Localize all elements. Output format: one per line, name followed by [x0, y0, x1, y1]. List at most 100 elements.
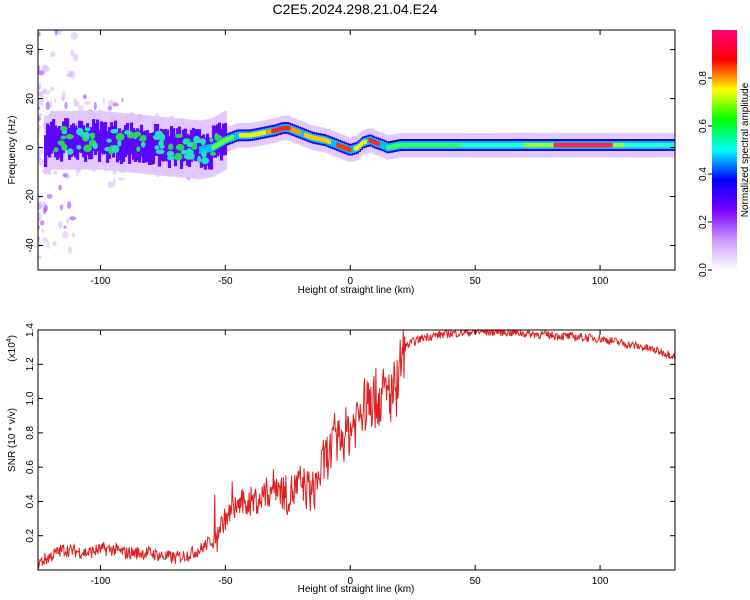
- heatmap-peak: [313, 136, 317, 141]
- heatmap-blob: [106, 138, 112, 143]
- heatmap-peak: [213, 144, 217, 149]
- heatmap-peak: [359, 141, 363, 147]
- heatmap-peak: [305, 133, 309, 138]
- heatmap-peak: [231, 135, 235, 140]
- heatmap-peak: [557, 142, 561, 148]
- heatmap-peak: [615, 142, 619, 148]
- heatmap-peak: [376, 141, 380, 146]
- heatmap-blob: [65, 134, 74, 140]
- heatmap-peak: [370, 138, 374, 144]
- heatmap-blob: [174, 133, 183, 138]
- heatmap-peak: [244, 133, 249, 138]
- heatmap-peak: [372, 139, 376, 145]
- heatmap-core: [366, 136, 370, 145]
- heatmap-blob: [158, 140, 164, 147]
- heatmap-peak: [667, 142, 671, 148]
- heatmap-band: [183, 128, 188, 161]
- heatmap-blob: [66, 148, 74, 155]
- heatmap-peak: [307, 134, 311, 139]
- heatmap-peak: [479, 142, 483, 148]
- heatmap-band: [135, 128, 140, 161]
- heatmap-band: [109, 122, 114, 155]
- heatmap-blob: [136, 146, 141, 152]
- heatmap-peak: [225, 137, 229, 142]
- heatmap-noise-blob: [61, 203, 65, 209]
- heatmap-band: [165, 129, 170, 162]
- heatmap-peak: [279, 126, 283, 131]
- heatmap-peak: [495, 142, 499, 148]
- heatmap-peak: [657, 142, 661, 148]
- heatmap-peak: [503, 142, 507, 148]
- heatmap-peak: [595, 142, 599, 148]
- heatmap-noise-blob: [38, 106, 41, 110]
- heatmap-blob: [197, 155, 202, 164]
- heatmap-core: [236, 131, 241, 140]
- heatmap-noise-blob: [117, 177, 125, 181]
- heatmap-peak: [303, 132, 307, 138]
- heatmap-noise-blob: [102, 97, 105, 105]
- heatmap-noise-blob: [38, 201, 42, 210]
- heatmap-peak: [422, 142, 426, 148]
- heatmap-noise-blob: [107, 100, 115, 106]
- heatmap-peak: [669, 142, 673, 148]
- colorbar-tick-label: 0.8: [698, 71, 709, 85]
- heatmap-peak: [663, 142, 667, 148]
- heatmap-noise-blob: [41, 98, 44, 107]
- heatmap-blob: [61, 143, 68, 151]
- heatmap-peak: [673, 142, 675, 148]
- y-tick-label: 40: [25, 44, 36, 56]
- heatmap-peak: [633, 142, 637, 148]
- heatmap-peak: [513, 142, 517, 148]
- heatmap-peak: [444, 142, 448, 148]
- heatmap-peak: [363, 139, 367, 145]
- heatmap-noise-blob: [46, 194, 53, 199]
- x-tick-label: -50: [218, 576, 233, 587]
- heatmap-peak: [603, 142, 607, 148]
- heatmap-noise-blob: [72, 53, 79, 62]
- heatmap-band: [71, 123, 76, 156]
- heatmap-band: [207, 137, 212, 170]
- y-tick-label: 20: [25, 93, 36, 105]
- heatmap-blob: [174, 152, 183, 161]
- heatmap-blob: [154, 145, 160, 150]
- heatmap-peak: [340, 144, 344, 149]
- heatmap-peak: [599, 142, 603, 148]
- heatmap-band: [211, 125, 216, 158]
- snr-multiplier: (x104): [6, 335, 18, 362]
- heatmap-peak: [211, 145, 215, 150]
- heatmap-peak: [242, 133, 247, 138]
- heatmap-peak: [537, 142, 541, 148]
- colorbar-ticks: 0.0 0.2 0.4 0.6 0.8: [698, 71, 712, 277]
- heatmap-peak: [396, 143, 400, 148]
- x-tick-label: 0: [347, 276, 353, 287]
- heatmap-peak: [597, 142, 601, 148]
- heatmap-peak: [579, 142, 583, 148]
- heatmap-peak: [529, 142, 533, 148]
- spectrogram-y-ticks: -40 -20 0 20 40: [25, 44, 675, 253]
- heatmap-band: [107, 127, 112, 159]
- heatmap-peak: [262, 130, 267, 135]
- heatmap-peak: [561, 142, 565, 148]
- heatmap-band: [49, 121, 54, 154]
- heatmap-peak: [290, 127, 294, 132]
- heatmap-peak: [573, 142, 577, 148]
- heatmap-noise-blob: [38, 70, 45, 76]
- heatmap-peak: [515, 142, 519, 148]
- heatmap-noise-blob: [44, 204, 48, 213]
- heatmap-noise-blob: [46, 241, 50, 250]
- heatmap-peak: [309, 134, 313, 140]
- snr-multiplier-prefix: (x10: [7, 342, 18, 362]
- heatmap-peak: [519, 142, 523, 148]
- heatmap-band: [45, 123, 50, 156]
- heatmap-peak: [531, 142, 535, 148]
- heatmap-noise-blob: [53, 170, 58, 176]
- x-tick-label: -50: [218, 276, 233, 287]
- heatmap-peak: [296, 129, 300, 135]
- heatmap-peak: [485, 142, 489, 148]
- heatmap-peak: [418, 142, 422, 148]
- heatmap-peak: [246, 133, 251, 138]
- heatmap-peak: [501, 142, 505, 148]
- heatmap-noise-blob: [67, 246, 73, 254]
- heatmap-noise-blob: [82, 94, 87, 100]
